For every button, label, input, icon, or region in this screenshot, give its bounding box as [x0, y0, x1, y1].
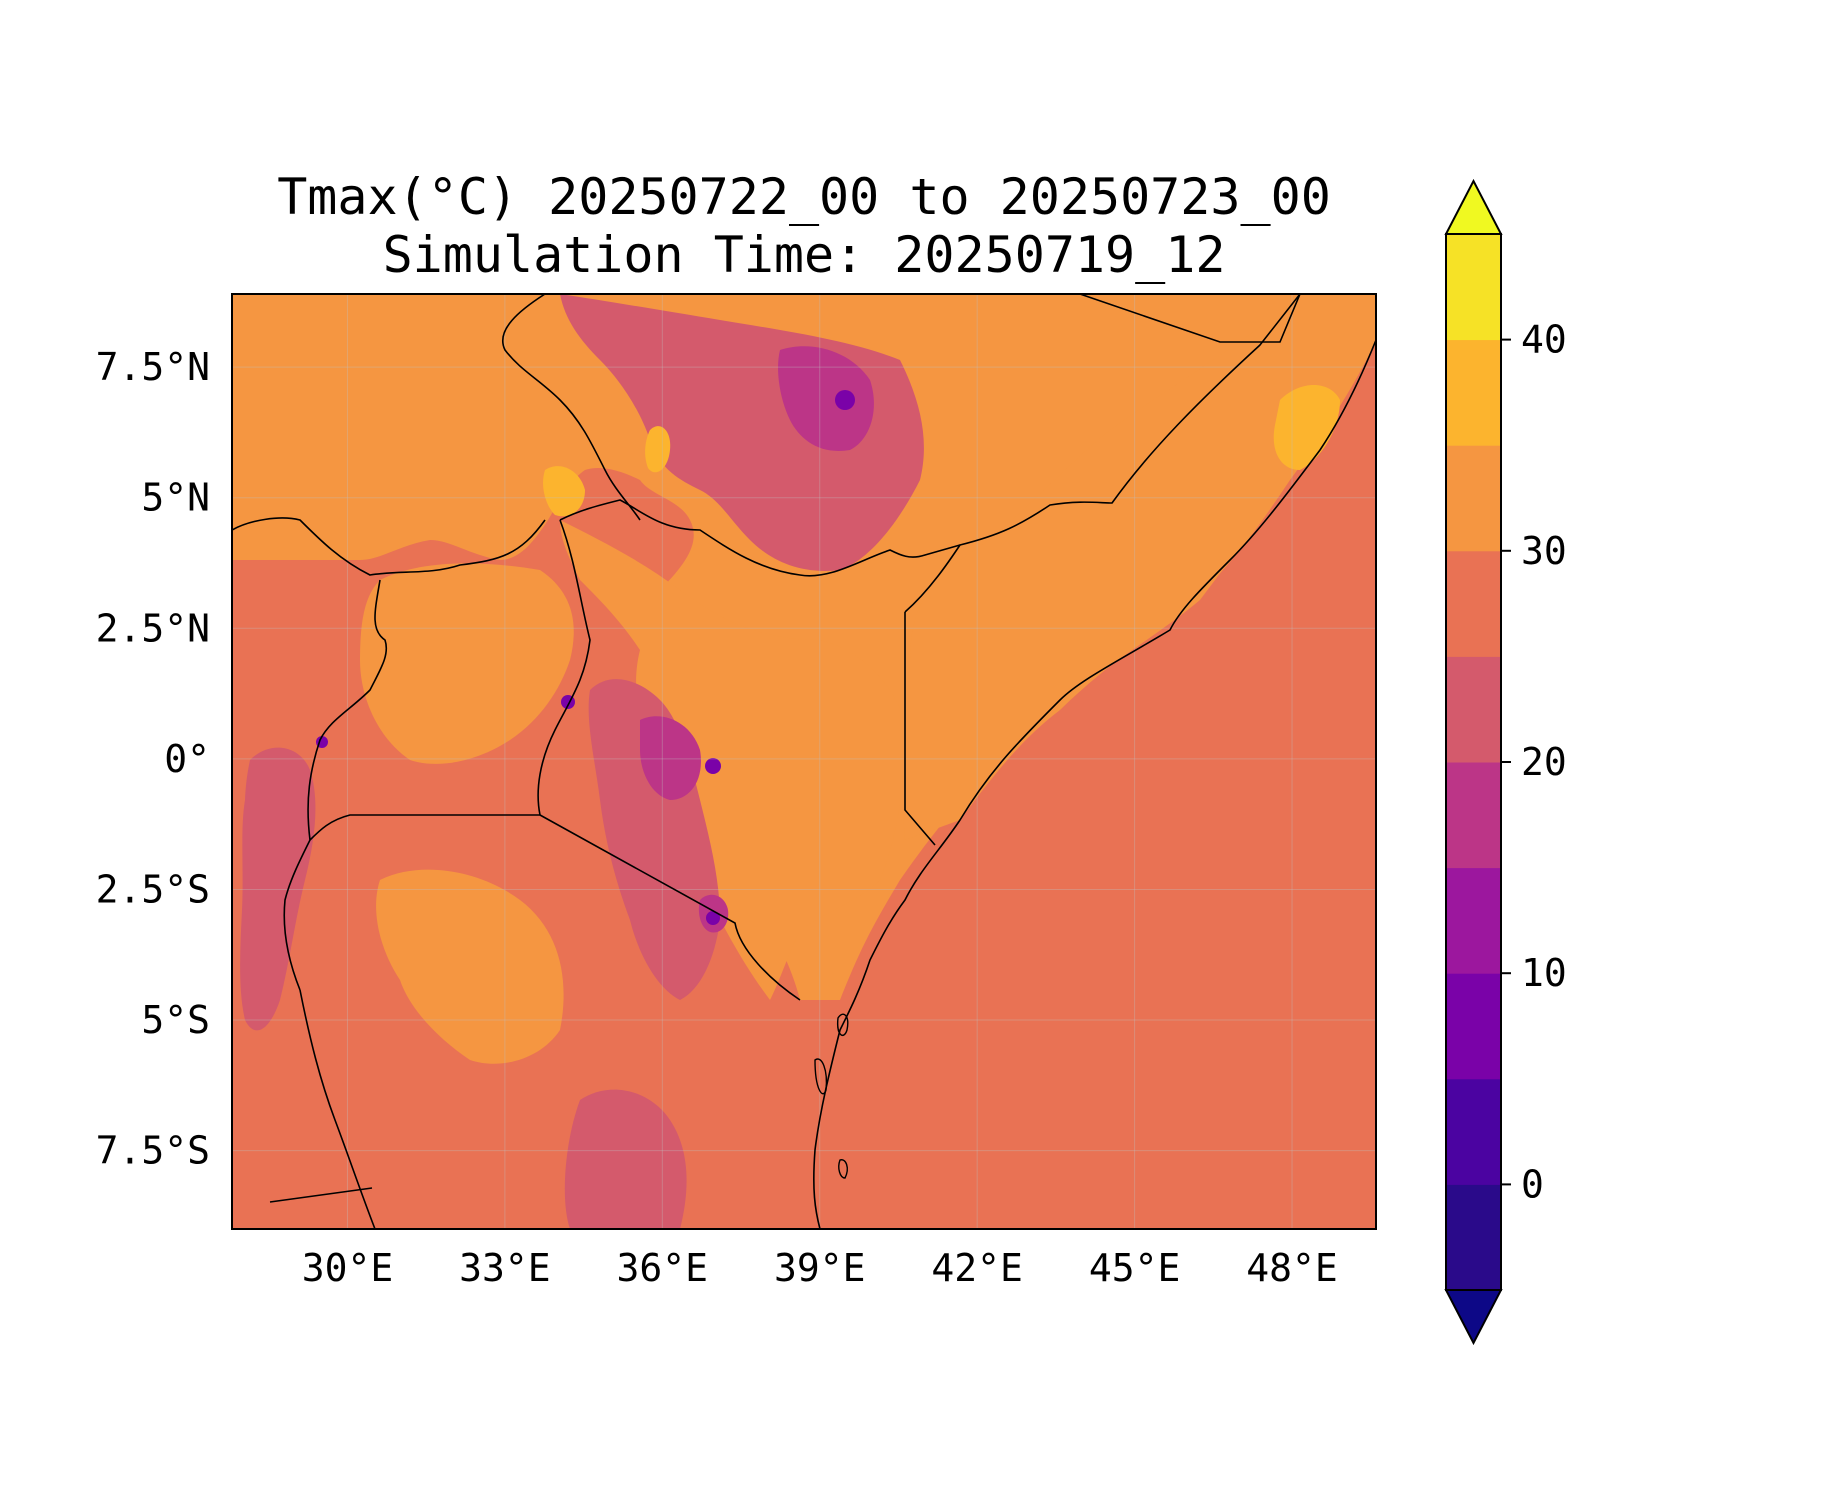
- peak-mount-kenya: [705, 758, 721, 774]
- hot-spot-kenya-north: [645, 426, 671, 473]
- colorbar: 0 10 20 30 40: [1444, 178, 1567, 1346]
- colorbar-segment: [1446, 550, 1501, 657]
- colorbar-segment: [1446, 973, 1501, 1080]
- border-kenya-tanzania: [539, 814, 801, 1001]
- lon-tick-label: 30°E: [302, 1246, 394, 1290]
- highland-core-kenya: [640, 716, 701, 800]
- border-drc-uganda: [307, 579, 388, 841]
- colorbar-segment: [1446, 1078, 1501, 1185]
- island-zanzibar: [814, 1058, 828, 1095]
- colorbar-segment: [1446, 339, 1501, 446]
- map-area: [232, 294, 1376, 1229]
- lon-tick-label: 45°E: [1089, 1246, 1181, 1290]
- hot-spot-somalia-coast: [1273, 385, 1340, 470]
- colorbar-segment: [1446, 656, 1501, 763]
- island-pemba: [836, 1013, 849, 1037]
- cool-zone-south: [564, 1089, 687, 1229]
- lat-tick-label: 2.5°N: [96, 606, 210, 650]
- map-subtitle: Simulation Time: 20250719_12: [382, 226, 1226, 284]
- colorbar-tick-label: 20: [1521, 740, 1567, 784]
- map-title: Tmax(°C) 20250722_00 to 20250723_00: [277, 168, 1331, 226]
- colorbar-tick-label: 0: [1521, 1162, 1544, 1206]
- colorbar-segment: [1446, 867, 1501, 974]
- warm-zone-tanzania: [376, 869, 564, 1064]
- longitude-tick-labels: 30°E 33°E 36°E 39°E 42°E 45°E 48°E: [302, 1246, 1338, 1290]
- highland-core-ethiopia: [778, 346, 874, 451]
- lat-tick-label: 5°N: [141, 476, 210, 520]
- lon-tick-label: 39°E: [774, 1246, 866, 1290]
- colorbar-under-extension: [1444, 1289, 1503, 1346]
- border-somalia-ethiopia-north: [1079, 294, 1301, 343]
- border-sudan-uganda: [232, 517, 546, 576]
- lat-tick-label: 2.5°S: [96, 867, 210, 911]
- colorbar-segment: [1446, 762, 1501, 869]
- border-kenya-somalia: [904, 612, 936, 846]
- colorbar-tick-label: 10: [1521, 951, 1567, 995]
- border-uganda-south: [309, 814, 540, 841]
- border-south-sudan-ethiopia: [502, 294, 641, 521]
- border-kenya-uganda: [537, 519, 591, 816]
- border-zambia-tanzania: [269, 1187, 373, 1203]
- lat-tick-label: 7.5°S: [96, 1129, 210, 1173]
- island-mafia: [838, 1159, 848, 1179]
- gridlines: [232, 294, 1376, 1229]
- peak-ethiopia: [835, 390, 855, 410]
- islands: [814, 1013, 849, 1179]
- lon-tick-label: 42°E: [931, 1246, 1023, 1290]
- lon-tick-label: 36°E: [617, 1246, 709, 1290]
- lat-tick-label: 7.5°N: [96, 345, 210, 389]
- latitude-tick-labels: 7.5°N 5°N 2.5°N 0° 2.5°S 5°S 7.5°S: [96, 345, 210, 1173]
- peak-kilimanjaro: [706, 911, 720, 925]
- border-rwanda-burundi: [283, 839, 311, 991]
- cool-zone-west: [240, 747, 316, 1031]
- colorbar-segment: [1446, 1184, 1501, 1291]
- colorbar-tick-label: 30: [1521, 529, 1567, 573]
- coastline: [813, 339, 1376, 1229]
- warm-zone-kenya: [560, 520, 905, 1000]
- colorbar-segment: [1446, 234, 1501, 341]
- lon-tick-label: 48°E: [1246, 1246, 1338, 1290]
- colorbar-over-extension: [1444, 178, 1503, 235]
- country-borders: [232, 294, 1376, 1229]
- warm-zone-somalia: [902, 294, 1376, 840]
- lat-tick-label: 5°S: [141, 998, 210, 1042]
- hot-spot-turkana: [543, 466, 585, 517]
- lon-tick-label: 33°E: [459, 1246, 551, 1290]
- lat-tick-label: 0°: [164, 737, 210, 781]
- map-frame: [231, 293, 1377, 1230]
- border-ethiopia-kenya: [559, 499, 961, 577]
- border-ethiopia-somalia: [904, 294, 1301, 613]
- colorbar-segment: [1446, 445, 1501, 552]
- warm-zone-uganda: [360, 563, 574, 764]
- border-tanzania-west: [299, 989, 376, 1229]
- colorbar-tick-label: 40: [1521, 318, 1567, 362]
